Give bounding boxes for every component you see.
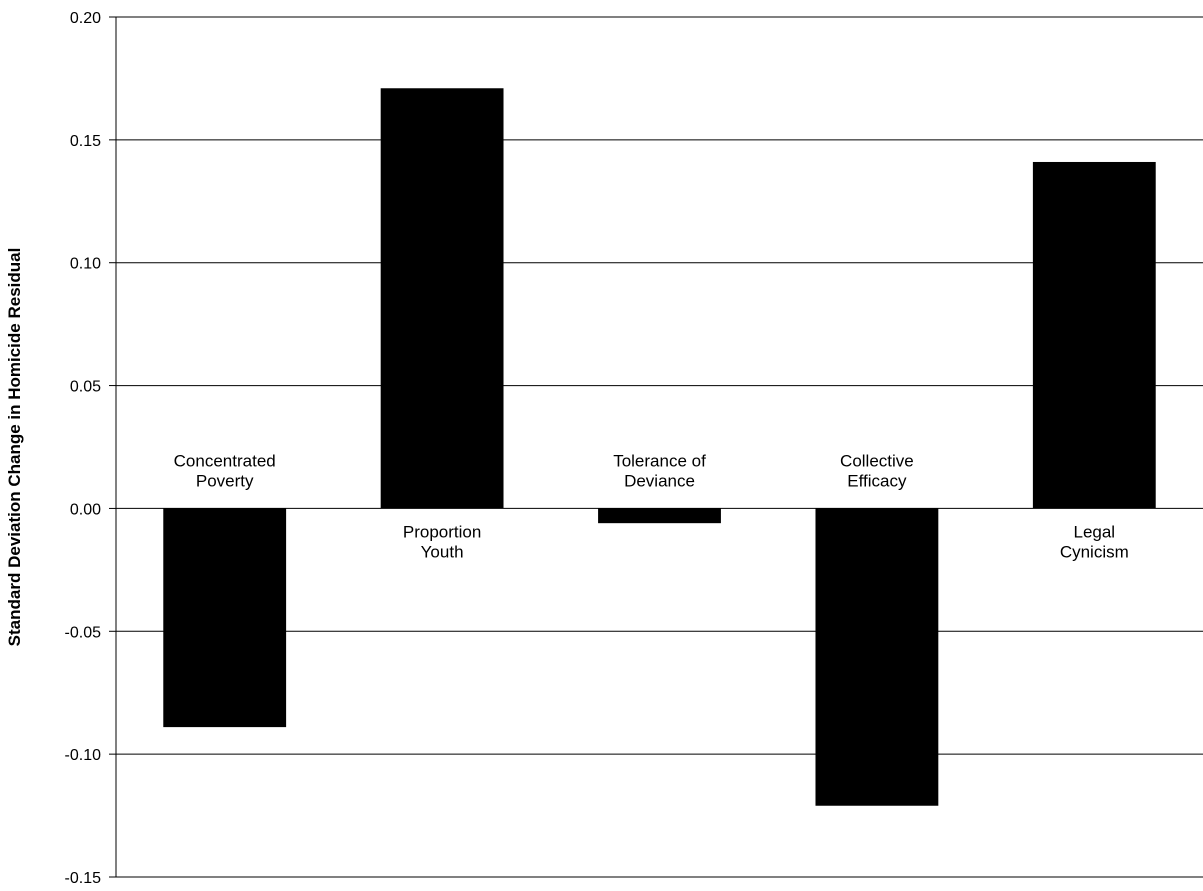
y-tick-label: -0.15 [65, 870, 102, 887]
category-label: Poverty [196, 471, 254, 490]
y-tick-label: -0.05 [65, 624, 102, 641]
y-tick-label: 0.15 [70, 133, 101, 150]
bars [163, 88, 1156, 806]
bar [163, 508, 287, 728]
category-label: Efficacy [847, 471, 907, 490]
y-axis-label: Standard Deviation Change in Homicide Re… [5, 248, 24, 647]
y-tick-labels: 0.20 0.15 0.10 0.05 0.00 -0.05 -0.10 -0.15 [65, 10, 102, 887]
y-tick-label: 0.05 [70, 379, 101, 396]
y-tick-label: 0.10 [70, 256, 101, 273]
y-tick-label: 0.20 [70, 10, 101, 27]
category-label: Collective [840, 451, 914, 470]
bar [380, 88, 504, 509]
category-label: Deviance [624, 471, 695, 490]
category-label: Cynicism [1060, 542, 1129, 561]
bar [815, 508, 939, 806]
category-label: Concentrated [174, 451, 276, 470]
category-label: Tolerance of [613, 451, 706, 470]
bar [1032, 161, 1156, 509]
bar [598, 508, 721, 524]
category-label: Proportion [403, 522, 481, 541]
category-label: Legal [1073, 522, 1115, 541]
category-label: Youth [421, 542, 464, 561]
y-tick-label: 0.00 [70, 501, 101, 518]
y-tick-label: -0.10 [65, 747, 102, 764]
